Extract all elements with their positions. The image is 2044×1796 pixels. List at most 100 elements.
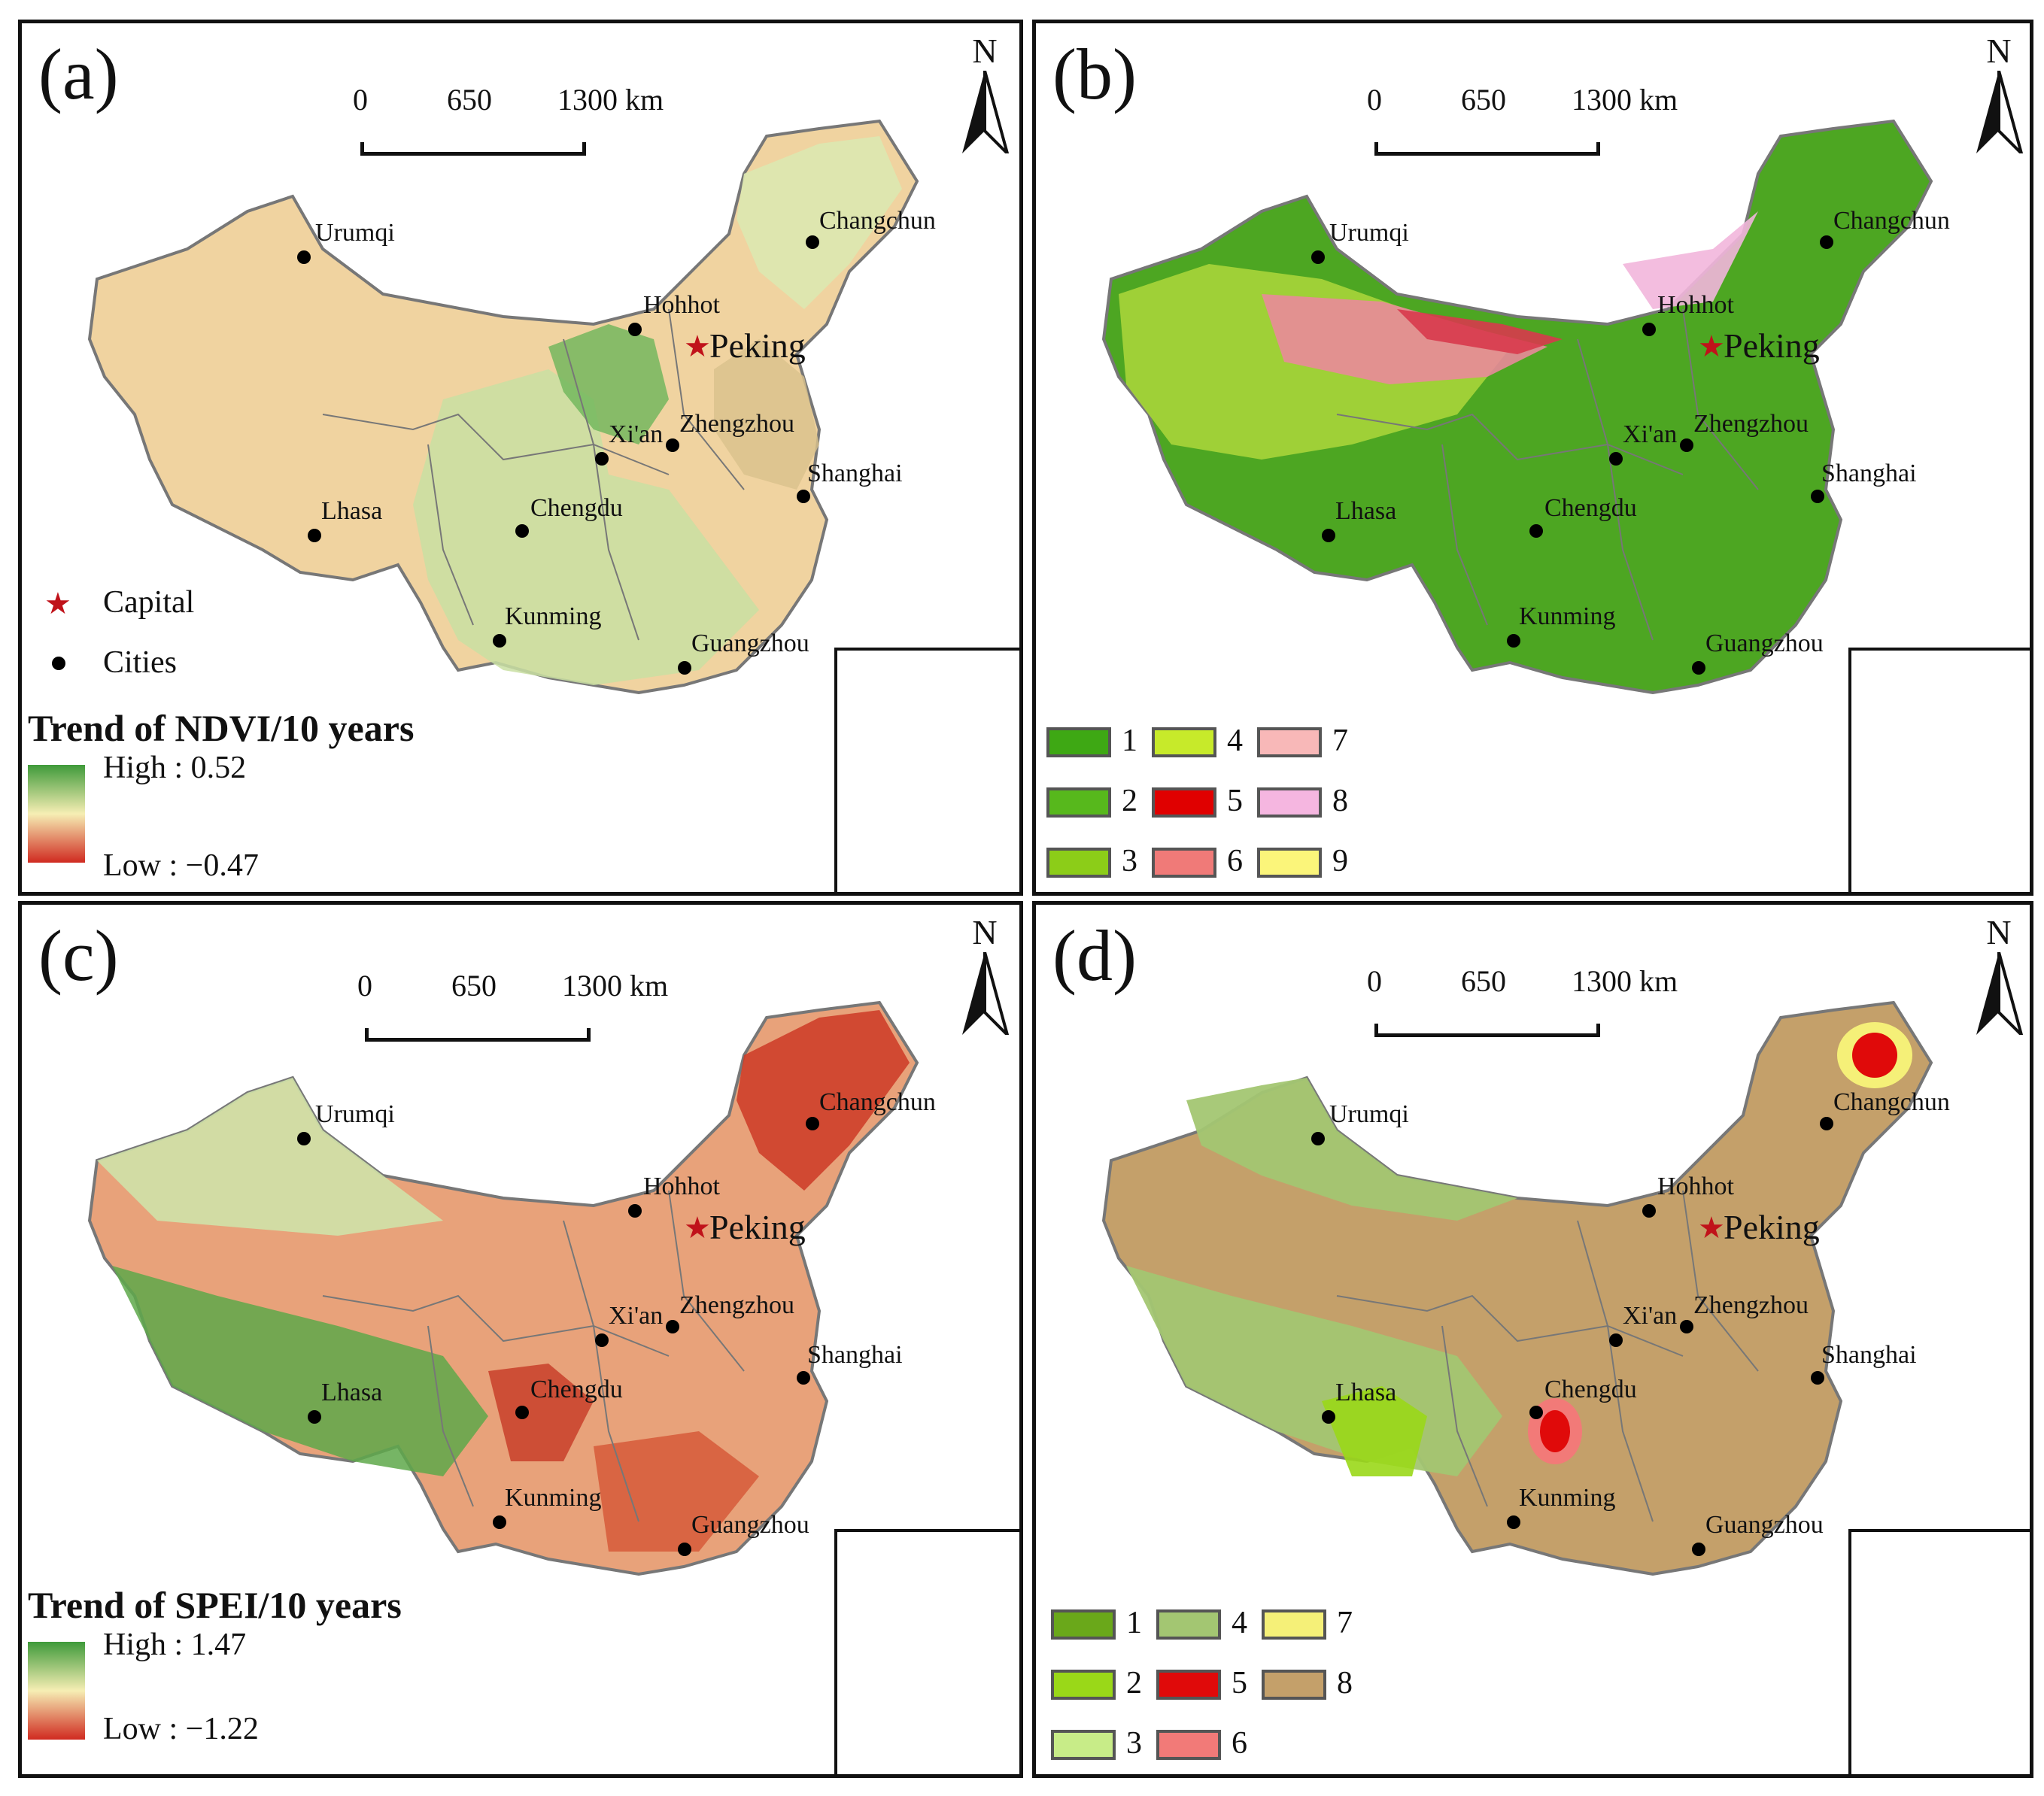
north-arrow-icon — [962, 951, 1010, 1040]
south-china-sea-inset — [834, 1529, 1019, 1774]
city-label-changchun: Changchun — [1833, 1088, 1950, 1116]
city-dot-chengdu — [1529, 1406, 1543, 1419]
china-map-ndvi — [87, 119, 919, 695]
scale-tick-1300: 1300 km — [1572, 964, 1678, 998]
ndvi-low-label: Low : −0.47 — [103, 848, 259, 883]
panel-label: (a) — [38, 34, 119, 114]
city-label-urumqi: Urumqi — [1329, 219, 1409, 247]
xinjiang-class4-region — [1186, 1078, 1517, 1221]
city-dot-chengdu — [1529, 524, 1543, 538]
class2-region — [1322, 1386, 1427, 1476]
north-label: N — [1986, 32, 2012, 70]
city-dot-changchun — [806, 1117, 819, 1130]
ndvi-high-label: High : 0.52 — [103, 751, 247, 785]
legend-swatch-class-2 — [1051, 1670, 1116, 1700]
province-borders — [1336, 1190, 1759, 1522]
china-outline — [1101, 1000, 1933, 1576]
legend-label-class-2: 2 — [1122, 784, 1137, 818]
capital-label-peking: Peking — [1724, 1208, 1820, 1246]
city-label-shanghai: Shanghai — [1821, 460, 1917, 487]
north-label: N — [1986, 913, 2012, 951]
spei-high-label: High : 1.47 — [103, 1628, 247, 1662]
city-label-xian: Xi'an — [1623, 1302, 1678, 1330]
north-label: N — [972, 32, 998, 70]
city-label-chengdu: Chengdu — [1544, 1376, 1637, 1403]
legend-label-class-6: 6 — [1227, 844, 1243, 878]
city-dot-urumqi — [297, 1132, 311, 1145]
ndvi-legend-title: Trend of NDVI/10 years — [28, 707, 415, 749]
city-dot-hohhot — [1642, 323, 1656, 336]
city-dot-shanghai — [1811, 490, 1824, 503]
legend-swatch-class-6 — [1156, 1730, 1221, 1760]
legend-swatch-class-3 — [1051, 1730, 1116, 1760]
panel-b: (b) 0 650 1300 km N Urumqi Hohhot Changc… — [1032, 20, 2033, 896]
legend-swatch-class-2 — [1046, 787, 1111, 818]
south-red-region — [594, 1431, 759, 1552]
city-dot-shanghai — [1811, 1371, 1824, 1385]
scale-tick-650: 650 — [451, 969, 497, 1003]
city-label-lhasa: Lhasa — [321, 1379, 383, 1406]
north-arrow: N — [955, 912, 1015, 1043]
china-map-spei — [87, 1000, 919, 1576]
city-label-xian: Xi'an — [609, 420, 664, 448]
city-label-shanghai: Shanghai — [1821, 1341, 1917, 1369]
capital-star-icon: ★ — [684, 329, 711, 363]
panel-label: (c) — [38, 915, 119, 996]
legend-swatch-class-8 — [1262, 1670, 1326, 1700]
china-map-spei-classes — [1101, 1000, 1933, 1576]
legend-label-class-7: 7 — [1337, 1606, 1353, 1640]
city-label-guangzhou: Guangzhou — [691, 630, 809, 657]
city-label-hohhot: Hohhot — [1657, 1173, 1734, 1200]
spei-low-label: Low : −1.22 — [103, 1712, 259, 1746]
loess-green-region — [548, 324, 669, 444]
city-dot-lhasa — [308, 529, 321, 542]
panel-c: (c) 0 650 1300 km N Urumqi Hohhot Changc… — [18, 901, 1023, 1778]
northeast-region — [737, 136, 902, 309]
scale-tick-1300: 1300 km — [1572, 83, 1678, 117]
city-label-lhasa: Lhasa — [321, 497, 383, 525]
city-dot-changchun — [806, 235, 819, 249]
scale-tick-650: 650 — [447, 83, 492, 117]
scale-tick-650: 650 — [1461, 83, 1506, 117]
scale-tick-650: 650 — [1461, 964, 1506, 998]
city-label-urumqi: Urumqi — [315, 1100, 395, 1128]
scale-line — [365, 1028, 591, 1042]
spei-color-ramp — [28, 1642, 85, 1740]
city-dot-xian — [1609, 1333, 1623, 1347]
legend-label-class-5: 5 — [1227, 784, 1243, 818]
city-dot-chengdu — [515, 1406, 529, 1419]
legend-label-class-4: 4 — [1227, 724, 1243, 758]
northwest-green-region — [97, 1078, 443, 1236]
city-dot-lhasa — [1322, 1410, 1335, 1424]
legend-capital-icon: ★ — [44, 587, 71, 620]
scale-tick-0: 0 — [357, 969, 372, 1003]
northeast-class5-region — [1852, 1033, 1897, 1078]
north-china-plain — [714, 339, 819, 490]
city-dot-hohhot — [628, 323, 642, 336]
legend-label-class-8: 8 — [1332, 784, 1348, 818]
legend-swatch-class-3 — [1046, 848, 1111, 878]
city-label-shanghai: Shanghai — [807, 460, 903, 487]
province-borders — [322, 1190, 745, 1522]
ndvi-color-ramp — [28, 765, 85, 863]
city-label-chengdu: Chengdu — [1544, 494, 1637, 522]
city-dot-xian — [595, 452, 609, 466]
north-arrow: N — [1969, 912, 2029, 1043]
legend-swatch-class-8 — [1257, 787, 1322, 818]
north-arrow-icon — [1976, 951, 2024, 1040]
china-map-ndvi-classes — [1101, 119, 1933, 695]
city-dot-kunming — [1507, 1515, 1520, 1529]
legend-cities-icon — [52, 657, 65, 670]
city-dot-chengdu — [515, 524, 529, 538]
city-dot-urumqi — [297, 250, 311, 264]
northeast-red-region — [737, 1010, 910, 1191]
capital-label-peking: Peking — [709, 1208, 806, 1246]
legend-swatch-class-1 — [1046, 727, 1111, 757]
tarim-pink-region — [1262, 294, 1547, 384]
city-dot-guangzhou — [678, 661, 691, 675]
panel-label: (d) — [1052, 915, 1137, 996]
city-dot-zhengzhou — [666, 1320, 679, 1333]
panel-d: (d) 0 650 1300 km N Urumqi Hohhot Changc… — [1032, 901, 2033, 1778]
city-label-kunming: Kunming — [1519, 602, 1616, 630]
city-dot-guangzhou — [678, 1543, 691, 1556]
